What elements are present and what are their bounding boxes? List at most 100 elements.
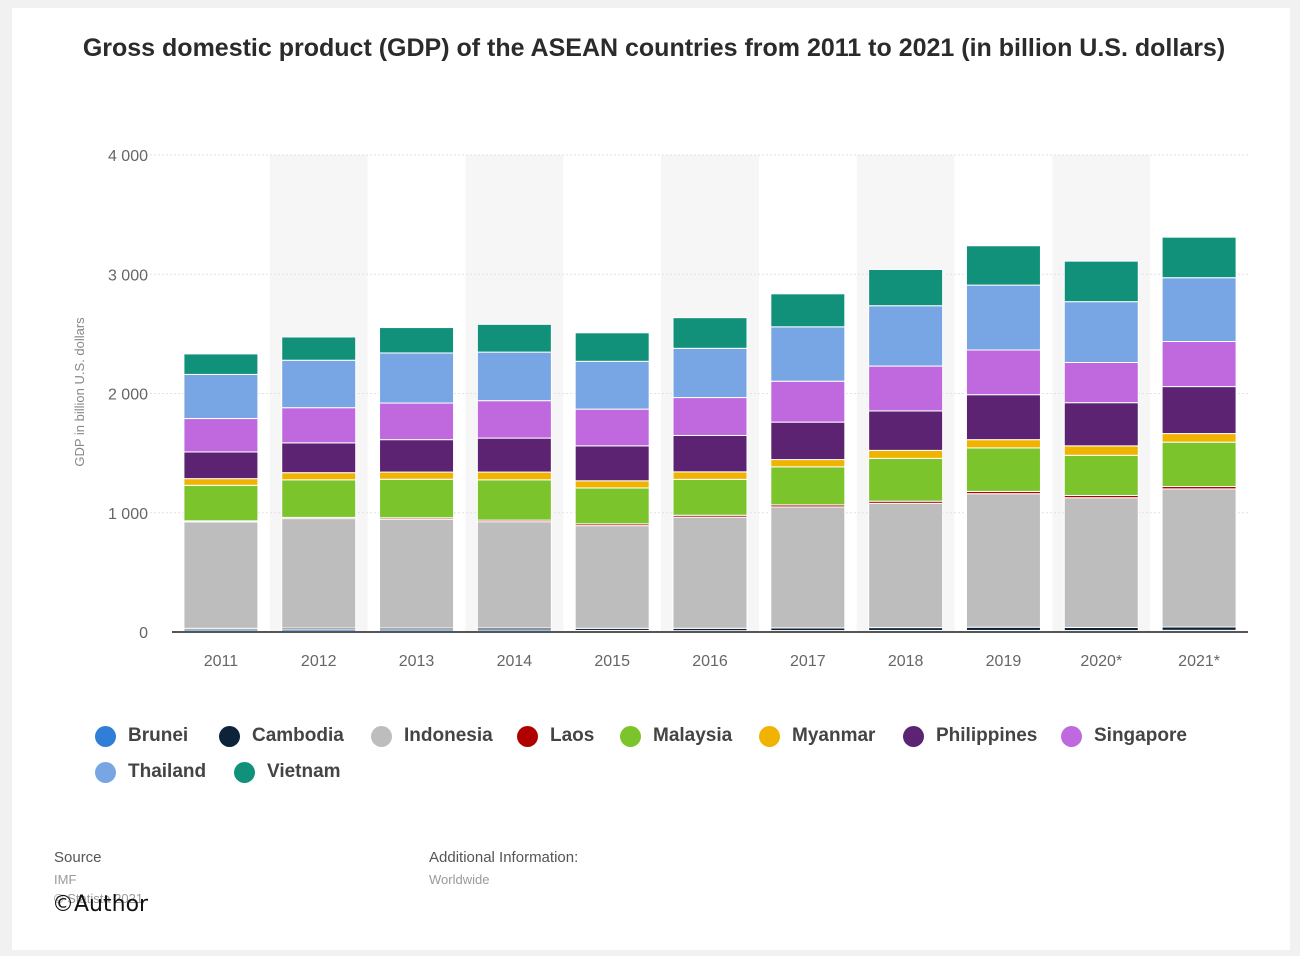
- bar-myanmar-2019: [965, 439, 1041, 449]
- legend-label: Thailand: [128, 761, 207, 782]
- bar-vietnam-2015: [574, 332, 650, 362]
- legend-label: Singapore: [1094, 725, 1187, 746]
- bar-philippines-2014: [476, 437, 552, 473]
- legend-marker-icon: [234, 761, 255, 783]
- x-tick-label: 2018: [888, 653, 924, 670]
- x-tick-label: 2016: [692, 653, 728, 670]
- additional-info-text: Worldwide: [429, 872, 490, 887]
- bar-cambodia-2021: [1161, 626, 1237, 631]
- bar-myanmar-2011: [183, 478, 259, 486]
- source-heading: Source: [54, 849, 102, 866]
- x-tick-label: 2015: [594, 653, 630, 670]
- bar-thailand-2019: [965, 284, 1041, 351]
- bar-philippines-2017: [770, 421, 846, 461]
- bar-vietnam-2013: [379, 327, 455, 354]
- bar-indonesia-2011: [183, 521, 259, 629]
- legend-item-myanmar[interactable]: Myanmar: [759, 725, 875, 747]
- bar-malaysia-2018: [868, 457, 944, 502]
- legend-marker-icon: [620, 725, 641, 747]
- legend-item-laos[interactable]: Laos: [517, 725, 594, 747]
- bar-thailand-2014: [476, 351, 552, 402]
- y-tick-label: 4 000: [108, 148, 148, 165]
- bar-singapore-2016: [672, 397, 748, 436]
- chart-title: Gross domestic product (GDP) of the ASEA…: [82, 34, 1226, 62]
- additional-info-heading: Additional Information:: [429, 849, 579, 866]
- legend-label: Indonesia: [404, 725, 493, 746]
- bar-vietnam-2021: [1161, 236, 1237, 279]
- bar-myanmar-2021: [1161, 433, 1237, 443]
- legend-marker-icon: [903, 725, 924, 747]
- bar-malaysia-2013: [379, 478, 455, 519]
- x-tick-label: 2012: [301, 653, 337, 670]
- legend-label: Cambodia: [252, 725, 344, 746]
- bar-malaysia-2017: [770, 466, 846, 506]
- y-tick-label: 1 000: [108, 506, 148, 523]
- bar-philippines-2018: [868, 410, 944, 451]
- bar-myanmar-2013: [379, 471, 455, 480]
- legend-marker-icon: [95, 725, 116, 747]
- bar-philippines-2013: [379, 439, 455, 473]
- y-axis-label: GDP in billion U.S. dollars: [72, 317, 87, 467]
- bar-vietnam-2012: [281, 336, 357, 361]
- x-tick-label: 2014: [497, 653, 533, 670]
- bar-indonesia-2019: [965, 493, 1041, 628]
- bar-thailand-2017: [770, 326, 846, 382]
- legend-item-malaysia[interactable]: Malaysia: [620, 725, 732, 747]
- y-tick-label: 2 000: [108, 387, 148, 404]
- x-tick-label: 2011: [204, 653, 239, 670]
- bar-vietnam-2018: [868, 268, 944, 307]
- x-tick-label: 2019: [986, 653, 1022, 670]
- legend-label: Laos: [550, 725, 595, 746]
- bar-singapore-2017: [770, 380, 846, 423]
- x-tick-label: 2021*: [1178, 653, 1220, 670]
- bar-vietnam-2020: [1063, 260, 1139, 303]
- bar-philippines-2021: [1161, 386, 1237, 435]
- bar-vietnam-2017: [770, 293, 846, 328]
- bar-myanmar-2014: [476, 471, 552, 481]
- bar-myanmar-2017: [770, 459, 846, 468]
- bar-philippines-2011: [183, 451, 259, 480]
- legend-item-brunei[interactable]: Brunei: [95, 725, 188, 747]
- bar-thailand-2016: [672, 347, 748, 399]
- legend-item-singapore[interactable]: Singapore: [1061, 725, 1187, 747]
- bar-thailand-2020: [1063, 301, 1139, 363]
- bar-philippines-2020: [1063, 402, 1139, 447]
- bar-singapore-2011: [183, 418, 259, 453]
- legend-label: Vietnam: [267, 761, 341, 782]
- bar-indonesia-2016: [672, 516, 748, 629]
- legend-marker-icon: [517, 725, 538, 747]
- bar-thailand-2015: [574, 360, 650, 410]
- bar-thailand-2011: [183, 373, 259, 420]
- legend-item-cambodia[interactable]: Cambodia: [219, 725, 344, 747]
- bar-indonesia-2015: [574, 525, 650, 629]
- legend-item-indonesia[interactable]: Indonesia: [371, 725, 493, 747]
- y-tick-label: 3 000: [108, 267, 148, 284]
- bar-malaysia-2014: [476, 479, 552, 521]
- bar-myanmar-2016: [672, 471, 748, 480]
- bar-singapore-2019: [965, 349, 1041, 396]
- author-credit: ©Author: [52, 892, 149, 917]
- bar-myanmar-2018: [868, 449, 944, 459]
- bar-philippines-2012: [281, 442, 357, 474]
- legend-label: Malaysia: [653, 725, 733, 746]
- bars: 2011 2012 2013 2014 2015 2016 2017 2018 2019 2020…: [183, 236, 1237, 670]
- legend-marker-icon: [95, 761, 116, 783]
- legend-item-thailand[interactable]: Thailand: [95, 761, 206, 783]
- legend-marker-icon: [371, 725, 392, 747]
- bar-singapore-2012: [281, 407, 357, 444]
- bar-indonesia-2013: [379, 518, 455, 629]
- bar-vietnam-2014: [476, 323, 552, 353]
- y-tick-label: 0: [139, 625, 148, 642]
- bar-indonesia-2021: [1161, 488, 1237, 628]
- bar-singapore-2021: [1161, 341, 1237, 388]
- bar-singapore-2018: [868, 365, 944, 412]
- legend-marker-icon: [219, 725, 240, 747]
- bar-malaysia-2021: [1161, 441, 1237, 488]
- bar-myanmar-2012: [281, 472, 357, 481]
- bar-thailand-2018: [868, 305, 944, 367]
- legend-item-vietnam[interactable]: Vietnam: [234, 761, 341, 783]
- legend-item-philippines[interactable]: Philippines: [903, 725, 1037, 747]
- bar-malaysia-2012: [281, 479, 357, 518]
- bar-thailand-2021: [1161, 277, 1237, 343]
